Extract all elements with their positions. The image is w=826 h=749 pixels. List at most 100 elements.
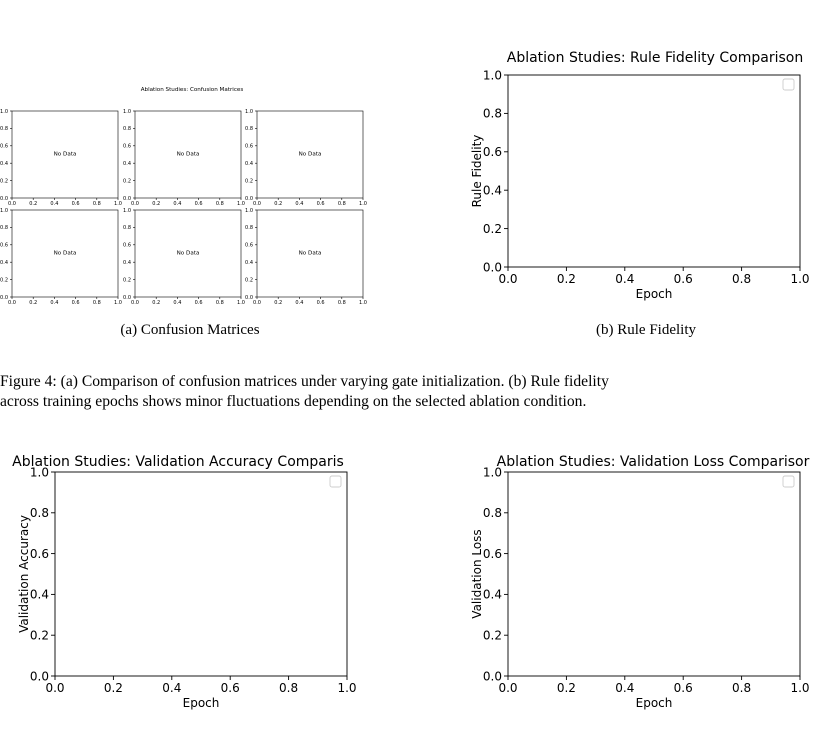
rule-fidelity-chart-y-tick-label: 0.8 (483, 107, 502, 121)
confusion-panel-4-y-tick-label: 1.0 (0, 208, 8, 214)
validation-accuracy-chart-plot-frame (54, 471, 348, 677)
confusion-panel-4-x-tick-label: 0.8 (93, 300, 101, 306)
rule-fidelity-chart-y-tick-label: 0.4 (483, 184, 502, 198)
confusion-panel-5-y-tick-label: 0.8 (123, 225, 131, 231)
confusion-panel-6-y-tick-label: 0.0 (245, 295, 253, 301)
confusion-panel-6-y-tick-label: 0.2 (245, 277, 253, 283)
rule-fidelity-chart-x-tick-label: 0.8 (732, 272, 751, 286)
subcaption-a: (a) Confusion Matrices (120, 322, 260, 338)
rule-fidelity-chart-y-axis-label: Rule Fidelity (470, 135, 484, 208)
confusion-panel-2-y-tick-label: 0.0 (123, 196, 131, 202)
confusion-panel-4-y-tick-label: 0.0 (0, 295, 8, 301)
confusion-panel-4-x-tick-label: 0.4 (50, 300, 58, 306)
confusion-panel-3-y-tick-label: 0.8 (245, 126, 253, 132)
validation-accuracy-chart-y-tick-label: 0.6 (30, 547, 49, 561)
confusion-panel-3-x-tick-label: 0.0 (253, 201, 261, 207)
confusion-panel-3-x-tick-label: 1.0 (359, 201, 367, 207)
confusion-panel-4-x-tick-label: 0.6 (72, 300, 80, 306)
validation-loss-chart-y-tick-label: 0.8 (483, 506, 502, 520)
validation-accuracy-chart-x-tick-label: 0.6 (221, 681, 240, 695)
validation-accuracy-chart-y-tick-label: 0.4 (30, 588, 49, 602)
confusion-panel-2-x-tick-label: 0.8 (216, 201, 224, 207)
rule-fidelity-chart-title: Ablation Studies: Rule Fidelity Comparis… (507, 50, 803, 66)
confusion-panel-2-plot-frame (134, 110, 242, 199)
validation-loss-chart-y-tick-label: 0.6 (483, 547, 502, 561)
validation-loss-chart-y-tick-label: 1.0 (483, 465, 502, 479)
rule-fidelity-chart-y-tick-label: 0.0 (483, 260, 502, 274)
validation-accuracy-chart-y-tick-label: 0.2 (30, 629, 49, 643)
confusion-panel-3-y-tick-label: 0.0 (245, 196, 253, 202)
validation-loss-chart-x-tick-label: 1.0 (790, 681, 809, 695)
confusion-panel-4-plot-frame (11, 209, 119, 298)
rule-fidelity-chart-x-tick-label: 0.6 (674, 272, 693, 286)
confusion-panel-1-x-tick-label: 0.8 (93, 201, 101, 207)
confusion-panel-4-y-tick-label: 0.4 (0, 260, 8, 266)
confusion-panel-5-x-tick-label: 0.8 (216, 300, 224, 306)
validation-loss-chart-y-axis-label: Validation Loss (470, 529, 484, 618)
validation-loss-chart-y-tick-label: 0.2 (483, 629, 502, 643)
confusion-panel-6-x-tick-label: 0.0 (253, 300, 261, 306)
validation-accuracy-chart-x-tick-label: 0.0 (45, 681, 64, 695)
confusion-panel-4-y-tick-label: 0.6 (0, 243, 8, 249)
rule-fidelity-chart-y-tick-label: 0.6 (483, 145, 502, 159)
validation-accuracy-chart-y-axis-label: Validation Accuracy (17, 515, 31, 633)
confusion-panel-2-x-tick-label: 0.6 (195, 201, 203, 207)
confusion-panel-6-y-tick-label: 0.4 (245, 260, 253, 266)
confusion-panel-3-no-data-label: No Data (299, 152, 322, 158)
validation-accuracy-chart-title: Ablation Studies: Validation Accuracy Co… (12, 454, 344, 470)
confusion-panel-6-x-tick-label: 0.2 (274, 300, 282, 306)
validation-loss-chart-y-tick-label: 0.0 (483, 669, 502, 683)
confusion-panel-5-x-tick-label: 0.0 (131, 300, 139, 306)
confusion-panel-1-plot-frame (11, 110, 119, 199)
subcaption-b: (b) Rule Fidelity (596, 322, 696, 338)
confusion-panel-3-y-tick-label: 0.4 (245, 161, 253, 167)
confusion-panel-3-x-tick-label: 0.6 (317, 201, 325, 207)
confusion-panel-2-y-tick-label: 0.6 (123, 144, 131, 150)
validation-accuracy-chart-legend-box (329, 475, 342, 488)
confusion-panel-2-x-tick-label: 0.4 (173, 201, 181, 207)
confusion-panel-5-no-data-label: No Data (177, 251, 200, 257)
confusion-panel-4-y-tick-label: 0.2 (0, 277, 8, 283)
confusion-panel-5-x-tick-label: 0.6 (195, 300, 203, 306)
confusion-panel-5-x-tick-label: 0.2 (152, 300, 160, 306)
confusion-panel-2-y-tick-label: 1.0 (123, 109, 131, 115)
rule-fidelity-chart-x-tick-label: 0.0 (498, 272, 517, 286)
confusion-panel-3-x-tick-label: 0.8 (338, 201, 346, 207)
confusion-panel-6-x-tick-label: 0.4 (295, 300, 303, 306)
validation-loss-chart-x-axis-label: Epoch (636, 696, 673, 710)
confusion-panel-6-x-tick-label: 0.8 (338, 300, 346, 306)
confusion-panel-1-x-tick-label: 0.4 (50, 201, 58, 207)
confusion-panel-3-y-tick-label: 0.2 (245, 178, 253, 184)
validation-loss-chart-x-tick-label: 0.0 (498, 681, 517, 695)
confusion-panel-2-x-tick-label: 1.0 (237, 201, 245, 207)
confusion-panel-2-y-tick-label: 0.8 (123, 126, 131, 132)
confusion-panel-4-y-tick-label: 0.8 (0, 225, 8, 231)
validation-loss-chart-x-tick-label: 0.6 (674, 681, 693, 695)
confusion-panel-2-y-tick-label: 0.2 (123, 178, 131, 184)
confusion-panel-1-y-tick-label: 0.2 (0, 178, 8, 184)
confusion-panel-5-x-tick-label: 0.4 (173, 300, 181, 306)
confusion-matrices-title: Ablation Studies: Confusion Matrices (141, 87, 244, 93)
confusion-panel-1-y-tick-label: 0.4 (0, 161, 8, 167)
rule-fidelity-chart-y-tick-label: 0.2 (483, 222, 502, 236)
rule-fidelity-chart-x-tick-label: 0.4 (615, 272, 634, 286)
rule-fidelity-chart-y-tick-label: 1.0 (483, 68, 502, 82)
confusion-panel-5-y-tick-label: 1.0 (123, 208, 131, 214)
confusion-panel-6-x-tick-label: 1.0 (359, 300, 367, 306)
confusion-panel-6-y-tick-label: 0.8 (245, 225, 253, 231)
confusion-panel-5-y-tick-label: 0.6 (123, 243, 131, 249)
validation-accuracy-chart-x-tick-label: 0.4 (162, 681, 181, 695)
validation-accuracy-chart-x-tick-label: 0.2 (104, 681, 123, 695)
confusion-panel-3-x-tick-label: 0.4 (295, 201, 303, 207)
confusion-panel-5-plot-frame (134, 209, 242, 298)
confusion-panel-1-x-tick-label: 0.0 (8, 201, 16, 207)
confusion-panel-5-y-tick-label: 0.2 (123, 277, 131, 283)
validation-accuracy-chart-x-tick-label: 1.0 (337, 681, 356, 695)
confusion-panel-2-no-data-label: No Data (177, 152, 200, 158)
confusion-panel-2-x-tick-label: 0.0 (131, 201, 139, 207)
confusion-panel-4-x-tick-label: 0.2 (29, 300, 37, 306)
validation-accuracy-chart-y-tick-label: 1.0 (30, 465, 49, 479)
confusion-panel-5-y-tick-label: 0.4 (123, 260, 131, 266)
